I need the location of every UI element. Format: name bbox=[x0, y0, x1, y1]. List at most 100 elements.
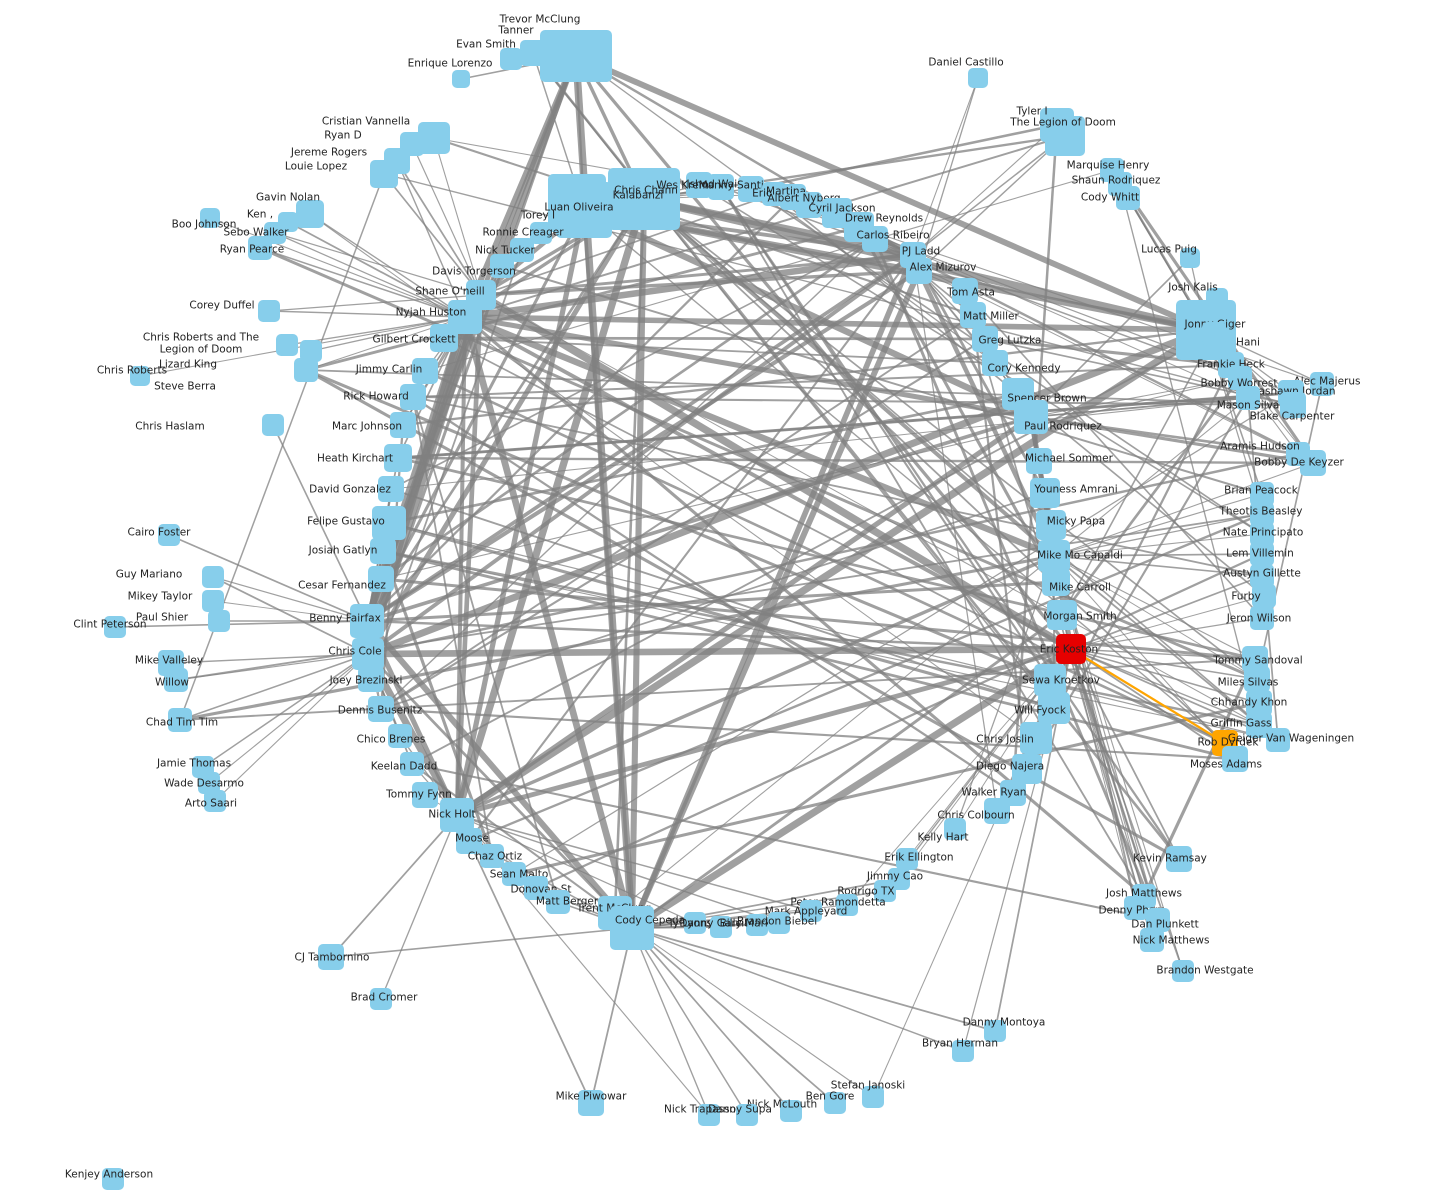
graph-node[interactable] bbox=[906, 258, 932, 284]
graph-node[interactable] bbox=[982, 350, 1008, 376]
graph-node[interactable] bbox=[836, 894, 858, 916]
graph-node[interactable] bbox=[1020, 722, 1052, 754]
graph-node[interactable] bbox=[530, 222, 552, 244]
graph-node[interactable] bbox=[1034, 664, 1066, 696]
graph-node[interactable] bbox=[372, 506, 406, 540]
graph-node[interactable] bbox=[358, 666, 384, 692]
graph-node[interactable] bbox=[258, 300, 280, 322]
graph-node[interactable] bbox=[1310, 372, 1334, 396]
graph-node[interactable] bbox=[400, 384, 426, 410]
graph-node[interactable] bbox=[520, 40, 546, 66]
graph-node[interactable] bbox=[202, 590, 224, 612]
graph-node[interactable] bbox=[1244, 666, 1270, 692]
graph-node[interactable] bbox=[1124, 896, 1148, 920]
graph-node[interactable] bbox=[202, 566, 224, 588]
graph-node[interactable] bbox=[168, 708, 192, 732]
graph-node[interactable] bbox=[400, 752, 424, 776]
graph-node[interactable] bbox=[158, 524, 180, 546]
graph-node[interactable] bbox=[968, 68, 988, 88]
graph-node[interactable] bbox=[1252, 584, 1276, 608]
graph-node[interactable] bbox=[208, 610, 230, 632]
graph-node[interactable] bbox=[412, 782, 438, 808]
graph-node[interactable] bbox=[368, 696, 394, 722]
graph-node[interactable] bbox=[262, 414, 284, 436]
graph-node[interactable] bbox=[984, 798, 1010, 824]
graph-node[interactable] bbox=[130, 366, 150, 386]
graph-node[interactable] bbox=[378, 476, 404, 502]
graph-node[interactable] bbox=[368, 566, 394, 592]
graph-node[interactable] bbox=[550, 212, 570, 232]
graph-node[interactable] bbox=[198, 772, 220, 794]
graph-node[interactable] bbox=[1172, 960, 1194, 982]
graph-node[interactable] bbox=[370, 538, 396, 564]
graph-node[interactable] bbox=[1140, 928, 1164, 952]
graph-node[interactable] bbox=[352, 638, 384, 670]
graph-node[interactable] bbox=[294, 358, 318, 382]
graph-node[interactable] bbox=[800, 900, 822, 922]
graph-node[interactable] bbox=[490, 254, 514, 278]
graph-node[interactable] bbox=[1250, 606, 1274, 630]
graph-node[interactable] bbox=[1030, 478, 1060, 508]
graph-node[interactable] bbox=[952, 278, 978, 304]
graph-node[interactable] bbox=[1045, 116, 1085, 156]
graph-node[interactable] bbox=[1038, 692, 1070, 724]
graph-node[interactable] bbox=[824, 1092, 846, 1114]
graph-node[interactable] bbox=[1266, 728, 1290, 752]
graph-node[interactable] bbox=[390, 412, 416, 438]
graph-node[interactable] bbox=[546, 890, 570, 914]
graph-node[interactable] bbox=[1180, 248, 1200, 268]
graph-node[interactable] bbox=[1116, 186, 1140, 210]
graph-node[interactable] bbox=[430, 324, 458, 352]
graph-node[interactable] bbox=[1250, 542, 1274, 566]
graph-node[interactable] bbox=[388, 724, 412, 748]
graph-node[interactable] bbox=[248, 236, 272, 260]
graph-node[interactable] bbox=[698, 1104, 720, 1126]
graph-node[interactable] bbox=[1026, 448, 1052, 474]
graph-node[interactable] bbox=[440, 798, 474, 832]
graph-node[interactable] bbox=[500, 48, 522, 70]
graph-node[interactable] bbox=[944, 818, 966, 840]
graph-node[interactable] bbox=[1202, 322, 1226, 346]
graph-node[interactable] bbox=[456, 828, 482, 854]
graph-node[interactable] bbox=[684, 912, 706, 934]
graph-node[interactable] bbox=[452, 70, 470, 88]
graph-node[interactable] bbox=[610, 906, 654, 950]
graph-node[interactable] bbox=[1056, 634, 1086, 664]
graph-node[interactable] bbox=[1012, 754, 1042, 784]
graph-node[interactable] bbox=[412, 358, 438, 384]
graph-node[interactable] bbox=[1047, 600, 1077, 630]
graph-node[interactable] bbox=[862, 226, 888, 252]
graph-node[interactable] bbox=[862, 1086, 884, 1108]
graph-node[interactable] bbox=[708, 174, 734, 200]
graph-node[interactable] bbox=[896, 848, 918, 870]
graph-node[interactable] bbox=[164, 668, 188, 692]
graph-node[interactable] bbox=[736, 1104, 758, 1126]
graph-node[interactable] bbox=[746, 914, 768, 936]
graph-node[interactable] bbox=[1036, 510, 1066, 540]
graph-node[interactable] bbox=[318, 944, 344, 970]
graph-node[interactable] bbox=[1166, 846, 1192, 872]
graph-node[interactable] bbox=[502, 862, 526, 886]
graph-node[interactable] bbox=[710, 916, 732, 938]
graph-node[interactable] bbox=[1222, 746, 1248, 772]
graph-node[interactable] bbox=[1280, 392, 1306, 418]
graph-node[interactable] bbox=[300, 340, 322, 362]
graph-node[interactable] bbox=[524, 876, 548, 900]
graph-node[interactable] bbox=[780, 1100, 802, 1122]
graph-node[interactable] bbox=[1236, 386, 1260, 410]
graph-node[interactable] bbox=[608, 168, 680, 230]
graph-node[interactable] bbox=[796, 192, 822, 218]
graph-node[interactable] bbox=[1300, 450, 1326, 476]
graph-node[interactable] bbox=[350, 604, 384, 638]
graph-node[interactable] bbox=[972, 326, 998, 352]
graph-node[interactable] bbox=[768, 912, 790, 934]
graph-node[interactable] bbox=[104, 616, 126, 638]
graph-node[interactable] bbox=[384, 444, 412, 472]
graph-node[interactable] bbox=[204, 790, 226, 812]
graph-node[interactable] bbox=[952, 1040, 974, 1062]
graph-node[interactable] bbox=[1246, 690, 1272, 716]
graph-node[interactable] bbox=[578, 1090, 604, 1116]
graph-node[interactable] bbox=[200, 208, 220, 228]
graph-node[interactable] bbox=[102, 1168, 124, 1190]
